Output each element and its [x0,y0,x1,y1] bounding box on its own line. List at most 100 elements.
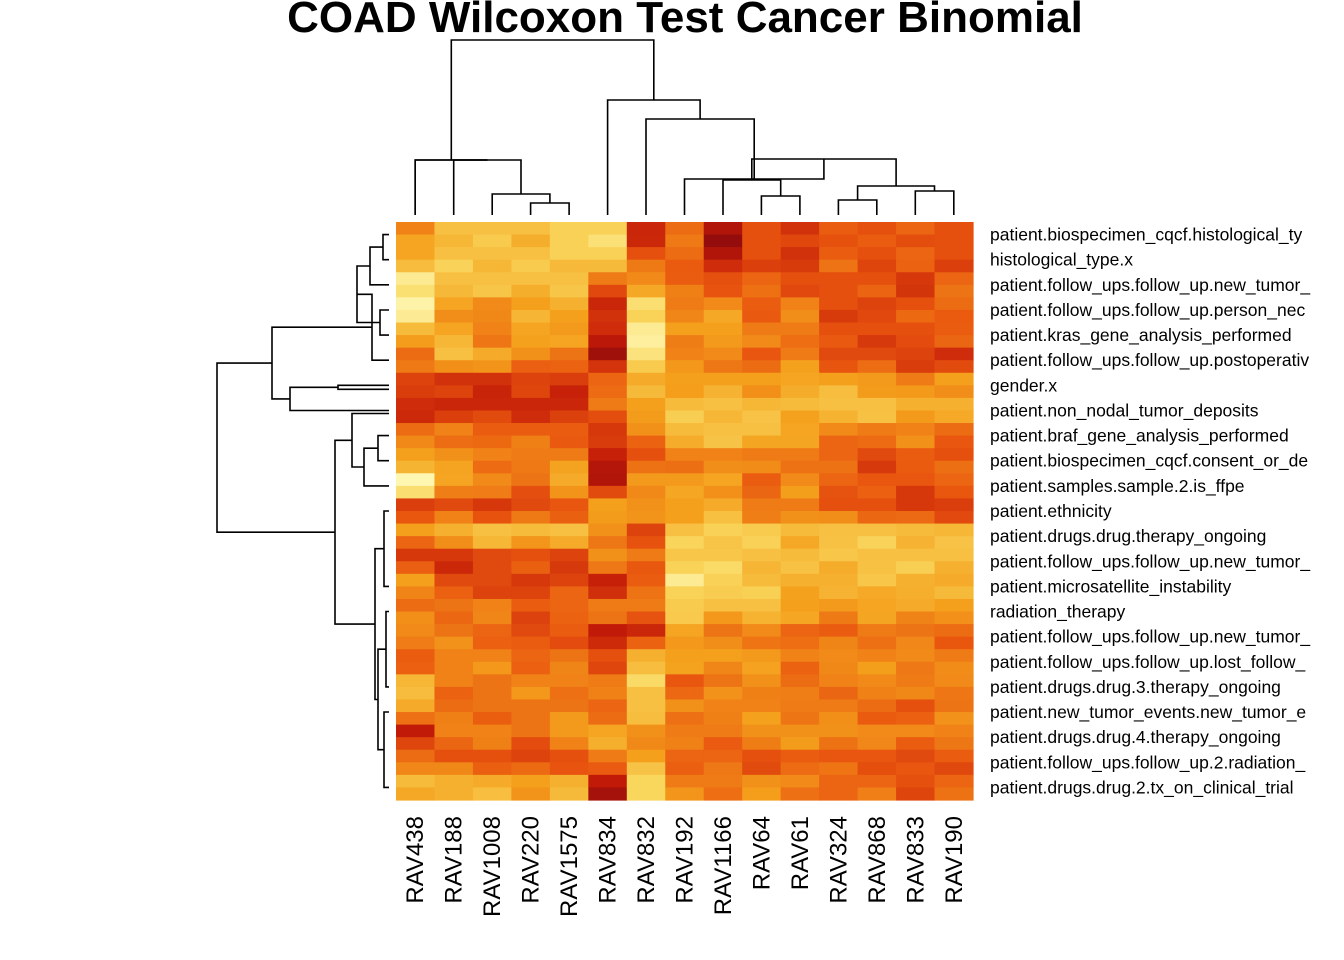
heatmap-cell [588,511,628,525]
heatmap-cell [665,460,705,474]
heatmap-cell [742,435,782,449]
heatmap-cell [934,309,974,324]
heatmap-cell [703,485,743,500]
heatmap-cell [703,448,743,462]
heatmap-cell [703,561,743,575]
heatmap-cell [703,247,743,261]
heatmap-cell [665,259,705,273]
heatmap-cell [780,322,820,336]
heatmap-cell [780,234,820,248]
heatmap-cell [780,259,820,273]
heatmap-cell [396,234,436,248]
heatmap-cell [703,737,743,751]
heatmap-cell [703,360,743,374]
heatmap-cell [434,222,474,236]
heatmap-cell [896,636,936,650]
heatmap-cell [588,410,628,424]
heatmap-cell [780,712,820,726]
heatmap-cell [434,247,474,261]
heatmap-cell [819,586,859,600]
heatmap-cell [511,423,551,437]
heatmap-cell [396,410,436,424]
heatmap-cell [665,322,705,336]
heatmap-cell [780,586,820,600]
heatmap-cell [857,724,897,738]
heatmap-cell [742,335,782,349]
heatmap-cell [472,347,512,361]
heatmap-cell [934,573,974,587]
heatmap-cell [857,309,897,324]
heatmap-cell [665,774,705,789]
heatmap-cell [780,335,820,349]
column-label: RAV190 [941,816,968,904]
heatmap-cell [396,284,436,298]
heatmap-cell [857,335,897,349]
heatmap-cell [511,360,551,374]
heatmap-cell [626,598,666,613]
heatmap-cell [896,586,936,600]
heatmap-cell [511,523,551,537]
heatmap-cell [549,435,589,449]
heatmap-cell [742,498,782,512]
heatmap-cell [396,511,436,525]
heatmap-cell [549,636,589,650]
heatmap-cell [472,762,512,776]
heatmap-cell [896,473,936,487]
row-label: patient.drugs.drug.3.therapy_ongoing [990,677,1281,698]
heatmap-cell [819,624,859,638]
heatmap-cell [588,674,628,688]
heatmap-cell [819,247,859,261]
heatmap-cell [742,222,782,236]
heatmap-cell [511,372,551,386]
heatmap-cell [703,536,743,550]
heatmap-cell [857,624,897,638]
heatmap-cell [549,397,589,412]
heatmap-cell [896,536,936,550]
heatmap-cell [665,598,705,613]
heatmap-cell [626,536,666,550]
heatmap-cell [857,649,897,663]
heatmap-cell [434,724,474,738]
heatmap-cell [703,259,743,273]
heatmap-cell [588,297,628,311]
heatmap-cell [857,523,897,537]
heatmap-cell [511,322,551,336]
heatmap-cell [742,234,782,248]
heatmap-cell [472,573,512,587]
heatmap-cell [549,222,589,236]
heatmap-cell [549,674,589,688]
heatmap-cell [934,548,974,562]
heatmap-cell [434,234,474,248]
heatmap-cell [472,624,512,638]
heatmap-cell [511,234,551,248]
heatmap-cell [665,309,705,324]
column-label: RAV1008 [479,816,506,917]
heatmap-cell [588,385,628,399]
heatmap-cell [896,385,936,399]
heatmap-cell [857,636,897,650]
heatmap-cell [742,259,782,273]
heatmap-cell [934,598,974,613]
heatmap-cell [703,649,743,663]
heatmap-cell [549,749,589,763]
heatmap-cell [857,448,897,462]
heatmap-cell [511,686,551,701]
heatmap-cell [549,661,589,675]
heatmap-cell [896,699,936,713]
heatmap-cell [511,511,551,525]
heatmap-cell [742,649,782,663]
heatmap-cell [626,774,666,789]
heatmap-cell [511,787,551,801]
heatmap-cell [742,485,782,500]
heatmap-cell [703,548,743,562]
heatmap-cell [626,234,666,248]
heatmap-cell [434,787,474,801]
heatmap-cell [896,247,936,261]
heatmap-cell [588,636,628,650]
heatmap-cell [396,686,436,701]
row-labels: patient.biospecimen_cqcf.histological_ty… [990,225,1310,799]
heatmap-cell [434,498,474,512]
column-labels: RAV438 RAV188 RAV1008 RAV220 RAV1575 RAV834 RA… [402,816,968,917]
heatmap-cell [549,561,589,575]
heatmap-cell [896,347,936,361]
